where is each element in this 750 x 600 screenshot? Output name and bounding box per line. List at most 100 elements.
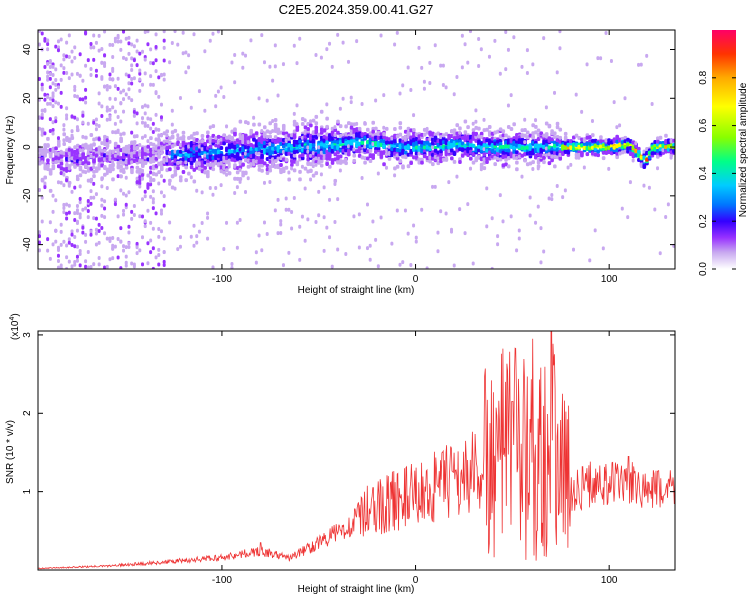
spectrogram-cell: [574, 143, 579, 148]
spectrogram-cell: [276, 144, 281, 149]
spectrogram-cell: [75, 254, 79, 259]
spectrogram-cell: [314, 125, 319, 130]
spectrogram-cell: [262, 180, 266, 185]
spectrogram-cell: [195, 188, 199, 193]
spectrogram-cell: [330, 126, 334, 131]
spectrogram-cell: [92, 142, 96, 147]
spectrogram-cell: [455, 148, 460, 153]
spectrogram-cell: [97, 222, 101, 227]
spectrogram-cell: [75, 208, 79, 213]
spectrogram-cell: [553, 90, 557, 95]
spectrogram-cell: [178, 149, 183, 154]
spectrogram-cell: [94, 127, 98, 132]
spectrogram-cell: [38, 30, 41, 33]
spectrogram-cell: [482, 152, 487, 157]
spectrogram-cell: [439, 149, 443, 154]
spectrogram-cell: [130, 81, 134, 86]
spectrogram-cell: [94, 40, 98, 45]
spectrogram-cell: [62, 66, 66, 71]
spectrogram-cell: [284, 134, 289, 139]
spectrogram-cell: [89, 132, 94, 137]
spectrogram-cell: [225, 135, 229, 140]
spectrogram-cell: [111, 236, 115, 241]
spectrogram-cell: [235, 156, 240, 161]
spectrogram-cell: [94, 166, 98, 171]
spectrogram-cell: [89, 229, 93, 234]
spectrogram-cell: [447, 149, 451, 154]
spectrogram-cell: [116, 148, 120, 153]
spectrogram-cell: [157, 181, 161, 186]
spectrogram-cell: [555, 142, 560, 147]
spectrogram-cell: [176, 133, 180, 138]
spectrogram-x-axis-label: Height of straight line (km): [298, 285, 415, 296]
spectrogram-cell: [601, 150, 606, 155]
spectrogram-cell: [539, 226, 543, 231]
spectrogram-cell: [200, 147, 204, 152]
spectrogram-cell: [279, 130, 283, 135]
spectrogram-cell: [300, 153, 305, 158]
spectrogram-cell: [135, 180, 139, 185]
spectrogram-cell: [105, 151, 109, 156]
spectrogram-cell: [78, 52, 82, 57]
spectrogram-cell: [417, 140, 422, 145]
spectrogram-cell: [550, 137, 554, 142]
spectrogram-cell: [154, 44, 158, 49]
spectrogram-cell: [168, 167, 172, 172]
spectrogram-cell: [523, 117, 527, 122]
spectrogram-cell: [428, 147, 432, 152]
spectrogram-cell: [227, 171, 232, 176]
spectrogram-cell: [81, 169, 85, 174]
spectrogram-cell: [547, 161, 552, 166]
spectrogram-cell: [534, 130, 538, 135]
spectrogram-cell: [227, 158, 231, 163]
spectrogram-cell: [116, 255, 120, 260]
spectrogram-cell: [344, 132, 348, 137]
spectrogram-cell: [75, 159, 80, 164]
spectrogram-cell: [281, 137, 286, 142]
spectrogram-cell: [669, 150, 674, 155]
spectrogram-cell: [509, 214, 513, 219]
spectrogram-cell: [56, 180, 60, 185]
spectrogram-cell: [84, 164, 88, 169]
spectrogram-cell: [132, 204, 136, 209]
spectrogram-cell: [89, 265, 93, 269]
spectrogram-cell: [515, 167, 519, 172]
spectrogram-cell: [200, 139, 205, 144]
spectrogram-cell: [84, 264, 88, 269]
spectrogram-cell: [376, 135, 381, 140]
spectrogram-cell: [141, 147, 145, 152]
spectrogram-cell: [246, 121, 250, 126]
spectrogram-cell: [498, 193, 502, 198]
spectrogram-cell: [550, 147, 554, 152]
spectrogram-cell: [62, 206, 66, 211]
spectrogram-cell: [412, 146, 416, 151]
spectrogram-cell: [192, 146, 197, 151]
spectrogram-cell: [528, 133, 533, 138]
spectrogram-cell: [319, 155, 324, 160]
spectrogram-cell: [48, 188, 53, 193]
spectrogram-cell: [146, 149, 151, 154]
spectrogram-cell: [181, 147, 185, 152]
spectrogram-cell: [588, 146, 592, 151]
spectrogram-cell: [62, 151, 66, 156]
spectrogram-cell: [184, 165, 188, 170]
spectrogram-cell: [347, 121, 351, 126]
spectrogram-cell: [403, 208, 407, 213]
spectrogram-cell: [214, 135, 218, 140]
spectrogram-y-tick-label: 0: [22, 144, 33, 150]
spectrogram-cell: [184, 160, 188, 165]
spectrogram-cell: [184, 50, 188, 55]
spectrogram-cell: [206, 159, 210, 164]
spectrogram-cell: [374, 237, 378, 242]
spectrogram-cell: [165, 133, 169, 138]
spectrogram-cell: [479, 47, 483, 52]
spectrogram-cell: [365, 144, 370, 149]
spectrogram-cell: [122, 97, 126, 102]
spectrogram-cell: [314, 171, 319, 176]
spectrogram-cell: [92, 174, 96, 179]
spectrogram-cell: [97, 33, 101, 38]
spectrogram-cell: [338, 154, 343, 159]
spectrogram-cell: [382, 144, 386, 149]
spectrogram-cell: [157, 262, 161, 267]
spectrogram-cell: [666, 140, 671, 145]
